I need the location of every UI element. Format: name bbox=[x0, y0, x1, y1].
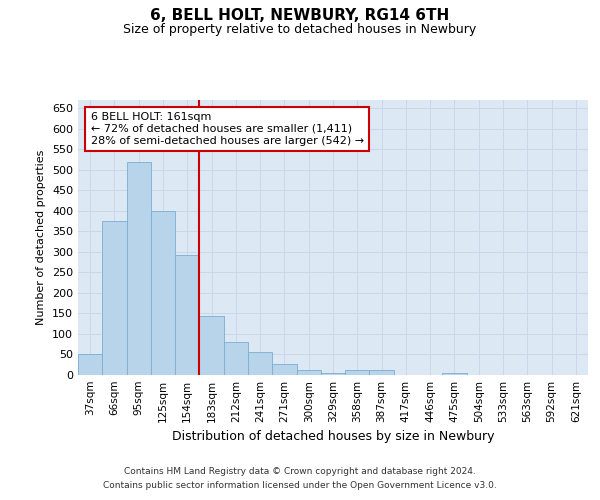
Bar bbox=[224, 342, 248, 375]
Bar bbox=[442, 374, 467, 375]
Bar bbox=[345, 370, 370, 375]
Text: 6 BELL HOLT: 161sqm
← 72% of detached houses are smaller (1,411)
28% of semi-det: 6 BELL HOLT: 161sqm ← 72% of detached ho… bbox=[91, 112, 364, 146]
Bar bbox=[102, 221, 127, 375]
Bar bbox=[127, 162, 151, 375]
Y-axis label: Number of detached properties: Number of detached properties bbox=[37, 150, 46, 325]
Bar bbox=[151, 211, 175, 375]
Text: Contains HM Land Registry data © Crown copyright and database right 2024.: Contains HM Land Registry data © Crown c… bbox=[124, 468, 476, 476]
Text: 6, BELL HOLT, NEWBURY, RG14 6TH: 6, BELL HOLT, NEWBURY, RG14 6TH bbox=[151, 8, 449, 22]
Text: Distribution of detached houses by size in Newbury: Distribution of detached houses by size … bbox=[172, 430, 494, 443]
Bar bbox=[199, 316, 224, 375]
Bar bbox=[272, 364, 296, 375]
Bar bbox=[321, 373, 345, 375]
Text: Size of property relative to detached houses in Newbury: Size of property relative to detached ho… bbox=[124, 22, 476, 36]
Bar bbox=[370, 370, 394, 375]
Text: Contains public sector information licensed under the Open Government Licence v3: Contains public sector information licen… bbox=[103, 481, 497, 490]
Bar bbox=[248, 352, 272, 375]
Bar bbox=[296, 370, 321, 375]
Bar bbox=[78, 354, 102, 375]
Bar bbox=[175, 254, 199, 375]
